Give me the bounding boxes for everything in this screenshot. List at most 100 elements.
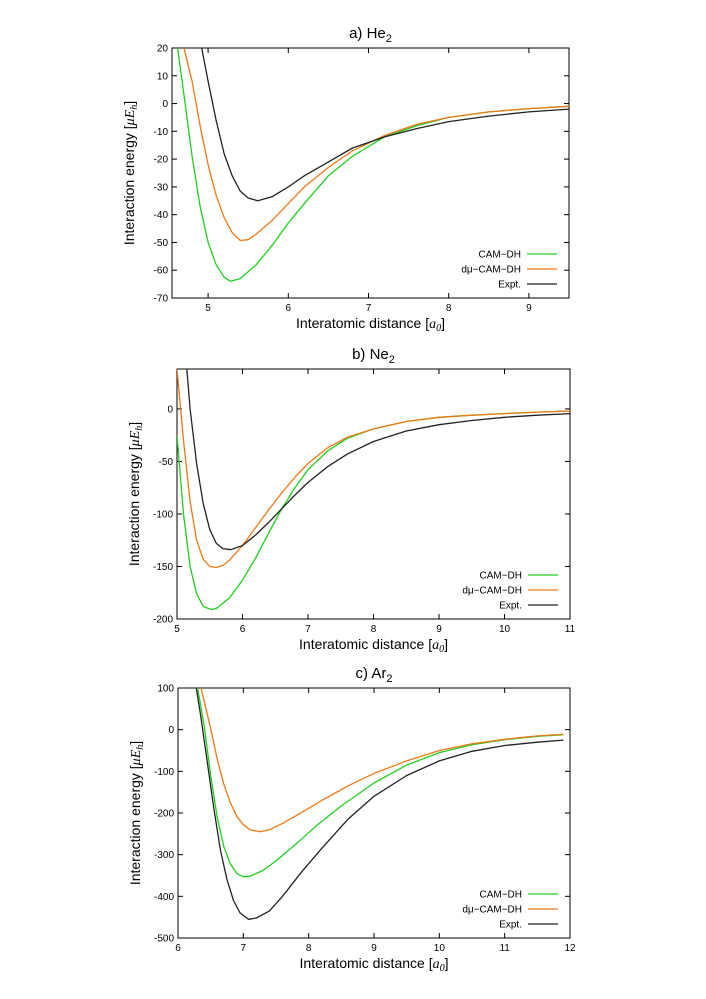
series-lines	[176, 48, 569, 282]
plot-frame	[177, 687, 571, 939]
x-axis-unit-subscript: 0	[439, 644, 444, 655]
legend: CAM−DH dμ−CAM−DH Expt.	[461, 250, 557, 291]
y-tick-label: -10	[154, 127, 169, 138]
y-tick-label: -300	[154, 850, 174, 861]
x-tick-label: 6	[175, 943, 181, 954]
y-axis-label: Interaction energy [μEh]	[127, 741, 146, 885]
x-tick-label: 6	[286, 303, 292, 314]
x-tick-label: 9	[371, 943, 377, 954]
x-tick-label: 11	[499, 943, 510, 954]
y-axis-unit: μE	[128, 430, 143, 447]
x-axis-unit: a	[429, 317, 436, 332]
y-tick-label: 10	[157, 71, 169, 82]
plot-frame	[171, 47, 570, 299]
y-tick-label: -200	[153, 615, 173, 626]
chart-title-subscript: 2	[386, 673, 392, 685]
legend-label: CAM−DH	[479, 890, 522, 901]
series-lines	[195, 688, 564, 920]
y-tick-label: 0	[162, 99, 168, 110]
y-tick-label: -100	[154, 767, 174, 778]
legend: CAM−DH dμ−CAM−DH Expt.	[462, 890, 558, 931]
x-axis-unit-subscript: 0	[436, 323, 441, 334]
chart-title-subscript: 2	[386, 33, 392, 45]
x-tick-label: 5	[205, 303, 211, 314]
chart-panel-ar2: c) Ar2 6 7 8 9 10 11 12 -500 -400 -300 -200 -100 0 100…	[127, 665, 576, 974]
series-line-2	[195, 688, 564, 920]
legend-label: Expt.	[498, 280, 521, 291]
y-axis-label-close: ]	[126, 422, 142, 426]
y-tick-label: -400	[154, 892, 174, 903]
series-line-1	[177, 369, 570, 569]
x-axis-label-text: Interatomic distance [	[300, 955, 433, 971]
chart-title: b) Ne2	[352, 346, 395, 366]
legend-label: CAM−DH	[478, 250, 521, 261]
y-tick-label: -100	[153, 509, 173, 520]
x-tick-label: 12	[564, 943, 576, 954]
y-axis-label-text: Interaction energy [	[127, 765, 143, 885]
y-tick-label: -40	[154, 210, 169, 221]
legend-label: Expt.	[499, 920, 522, 931]
series-lines	[177, 369, 570, 611]
x-axis-label: Interatomic distance [a0]	[300, 955, 449, 974]
y-tick-label: -30	[154, 182, 169, 193]
x-tick-label: 5	[174, 624, 180, 635]
x-tick-label: 7	[241, 943, 247, 954]
x-axis-unit: a	[432, 638, 439, 653]
series-line-0	[196, 688, 564, 878]
y-tick-label: -20	[154, 155, 169, 166]
y-tick-label: -50	[159, 457, 174, 468]
x-tick-label: 8	[306, 943, 312, 954]
y-tick-label: -60	[154, 266, 169, 277]
x-axis-label-text: Interatomic distance [	[299, 636, 432, 652]
legend-label: dμ−CAM−DH	[462, 586, 522, 597]
x-axis-unit-subscript: 0	[440, 963, 445, 974]
y-tick-label: 20	[157, 44, 169, 55]
x-tick-label: 9	[526, 303, 532, 314]
chart-title: c) Ar2	[356, 665, 393, 685]
x-tick-label: 11	[565, 624, 576, 635]
plot-frame	[176, 368, 571, 620]
y-axis-label-close: ]	[121, 101, 137, 105]
chart-title-text: b) Ne	[352, 346, 389, 363]
x-tick-label: 10	[499, 624, 511, 635]
x-tick-label: 7	[366, 303, 372, 314]
y-tick-label: 0	[167, 404, 173, 415]
y-tick-label: 100	[157, 684, 174, 695]
x-axis-label-close: ]	[441, 315, 445, 331]
chart-title-text: c) Ar	[356, 665, 387, 682]
legend-label: dμ−CAM−DH	[462, 905, 522, 916]
y-axis-label: Interaction energy [μEh]	[126, 422, 145, 566]
series-line-2	[201, 48, 569, 202]
series-line-0	[176, 48, 569, 282]
y-tick-label: -70	[154, 294, 169, 305]
legend-label: dμ−CAM−DH	[461, 265, 521, 276]
y-axis-unit-subscript: h	[135, 745, 146, 750]
x-axis-label-text: Interatomic distance [	[296, 315, 429, 331]
x-tick-label: 9	[436, 624, 442, 635]
y-axis-unit: μE	[123, 109, 138, 126]
y-tick-label: -500	[154, 934, 174, 945]
series-line-1	[200, 688, 564, 833]
y-axis-label-close: ]	[127, 741, 143, 745]
y-axis-label-text: Interaction energy [	[126, 446, 142, 566]
x-axis-label-close: ]	[444, 636, 448, 652]
y-axis-unit: μE	[129, 749, 144, 766]
x-axis-label: Interatomic distance [a0]	[296, 315, 445, 334]
legend-label: CAM−DH	[479, 571, 522, 582]
x-tick-label: 7	[305, 624, 311, 635]
x-axis-label: Interatomic distance [a0]	[299, 636, 448, 655]
x-axis-unit: a	[433, 957, 440, 972]
y-tick-label: -50	[154, 238, 169, 249]
y-axis-unit-subscript: h	[134, 426, 145, 431]
series-line-2	[186, 369, 570, 551]
x-tick-label: 8	[371, 624, 377, 635]
x-axis-label-close: ]	[445, 955, 449, 971]
chart-title: a) He2	[349, 25, 392, 45]
y-tick-label: -200	[154, 809, 174, 820]
x-tick-label: 6	[240, 624, 246, 635]
chart-title-subscript: 2	[389, 354, 395, 366]
series-line-1	[183, 48, 569, 242]
chart-title-text: a) He	[349, 25, 386, 42]
